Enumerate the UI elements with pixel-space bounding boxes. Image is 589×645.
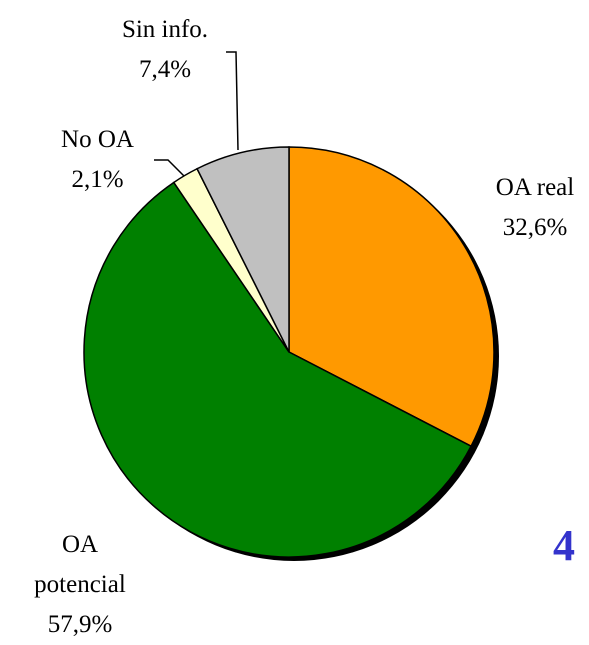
value-label: 32,6% <box>502 214 568 241</box>
value-label: 57,9% <box>47 611 113 638</box>
category-label: OA potencial <box>34 531 126 598</box>
pie-slice <box>288 146 495 448</box>
category-label: Sin info. <box>121 16 209 43</box>
slice-label: OA real 32,6% <box>455 168 589 248</box>
leader-line <box>154 159 187 179</box>
leader-line <box>226 51 239 151</box>
pie-slice <box>83 181 473 558</box>
pie-slice <box>196 146 290 353</box>
slice-label: OA potencial 57,9% <box>10 525 150 645</box>
annotation: 4 <box>553 521 575 570</box>
value-label: 7,4% <box>138 56 192 83</box>
category-label: OA real <box>495 174 575 201</box>
value-label: 2,1% <box>71 166 124 193</box>
slice-label: Sin info. 7,4% <box>95 10 235 90</box>
slice-label: No OA 2,1% <box>35 120 160 200</box>
category-label: No OA <box>61 126 134 153</box>
